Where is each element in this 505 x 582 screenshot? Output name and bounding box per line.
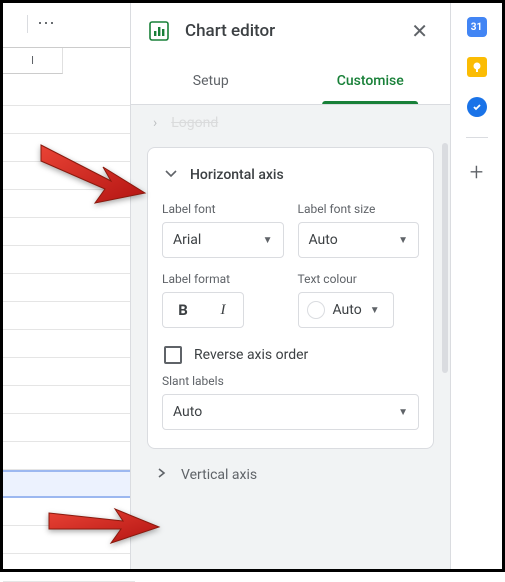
tab-customise[interactable]: Customise <box>291 59 451 104</box>
text-colour-select[interactable]: Auto ▼ <box>298 292 394 328</box>
sheet-row[interactable] <box>3 106 135 134</box>
label-format-group: B I <box>162 292 244 328</box>
sheet-row[interactable] <box>3 302 135 330</box>
sheet-row[interactable] <box>3 386 135 414</box>
sheet-row[interactable] <box>3 218 135 246</box>
chevron-right-icon: › <box>153 115 157 131</box>
italic-button[interactable]: I <box>203 293 243 327</box>
chevron-right-icon <box>155 467 167 483</box>
field-label-font: Label font Arial ▼ <box>162 202 284 258</box>
right-rail: 31 + <box>450 3 502 569</box>
toolbar-divider <box>27 15 28 33</box>
sheet-row[interactable] <box>3 442 135 470</box>
tasks-icon[interactable] <box>467 97 487 117</box>
label-font-value: Arial <box>173 232 201 248</box>
chart-icon <box>147 19 171 43</box>
caret-down-icon: ▼ <box>370 305 380 316</box>
vertical-axis-title: Vertical axis <box>181 467 257 483</box>
reverse-axis-row[interactable]: Reverse axis order <box>164 346 419 364</box>
sheet-row[interactable] <box>3 414 135 442</box>
panel-header: Chart editor ✕ <box>131 3 450 59</box>
column-header-i[interactable]: I <box>3 48 63 74</box>
legend-label: Logond <box>171 115 218 131</box>
add-addon-icon[interactable]: + <box>470 158 484 186</box>
field-text-colour: Text colour Auto ▼ <box>298 272 420 328</box>
text-colour-label: Text colour <box>298 272 420 286</box>
scrollbar[interactable] <box>442 143 448 373</box>
horizontal-axis-title: Horizontal axis <box>190 167 284 183</box>
close-icon[interactable]: ✕ <box>405 15 434 47</box>
section-vertical-axis[interactable]: Vertical axis <box>147 449 434 497</box>
annotation-arrow-horizontal <box>33 133 153 217</box>
label-font-size-select[interactable]: Auto ▼ <box>298 222 420 258</box>
label-font-size-value: Auto <box>309 232 338 248</box>
keep-icon[interactable] <box>467 57 487 77</box>
annotation-arrow-vertical <box>43 493 163 557</box>
panel-body: › Logond Horizontal axis Label font Aria… <box>131 105 450 569</box>
slant-labels-value: Auto <box>173 404 202 420</box>
sheet-row[interactable] <box>3 274 135 302</box>
label-font-select[interactable]: Arial ▼ <box>162 222 284 258</box>
sheet-row[interactable] <box>3 330 135 358</box>
toolbar-fragment: ⋯ <box>3 3 113 43</box>
panel-tabs: Setup Customise <box>131 59 450 105</box>
more-icon[interactable]: ⋯ <box>37 13 56 34</box>
caret-down-icon: ▼ <box>398 235 408 246</box>
sheet-row[interactable] <box>3 78 135 106</box>
sheet-row[interactable] <box>3 358 135 386</box>
field-label-font-size: Label font size Auto ▼ <box>298 202 420 258</box>
reverse-axis-label: Reverse axis order <box>194 347 308 363</box>
caret-down-icon: ▼ <box>398 407 408 418</box>
field-slant-labels: Slant labels Auto ▼ <box>162 374 419 430</box>
field-label-format: Label format B I <box>162 272 284 328</box>
tab-setup[interactable]: Setup <box>131 59 291 104</box>
caret-down-icon: ▼ <box>263 235 273 246</box>
sheet-row[interactable] <box>3 554 135 582</box>
rail-separator <box>466 137 488 138</box>
chevron-down-icon <box>164 166 178 184</box>
chart-editor-panel: Chart editor ✕ Setup Customise › Logond … <box>130 3 450 569</box>
colour-swatch-icon <box>307 301 325 319</box>
sheet-row[interactable] <box>3 246 135 274</box>
bold-button[interactable]: B <box>163 293 203 327</box>
section-horizontal-axis: Horizontal axis Label font Arial ▼ Label… <box>147 147 434 449</box>
calendar-icon[interactable]: 31 <box>467 17 487 37</box>
label-font-size-label: Label font size <box>298 202 420 216</box>
label-font-label: Label font <box>162 202 284 216</box>
panel-title: Chart editor <box>185 21 391 41</box>
text-colour-value: Auto <box>333 302 362 318</box>
sheet-fragment: I <box>3 47 135 569</box>
section-legend-collapsed[interactable]: › Logond <box>147 105 434 141</box>
reverse-axis-checkbox[interactable] <box>164 346 182 364</box>
slant-labels-select[interactable]: Auto ▼ <box>162 394 419 430</box>
slant-labels-label: Slant labels <box>162 374 419 388</box>
section-header-horizontal[interactable]: Horizontal axis <box>162 162 419 198</box>
label-format-label: Label format <box>162 272 284 286</box>
